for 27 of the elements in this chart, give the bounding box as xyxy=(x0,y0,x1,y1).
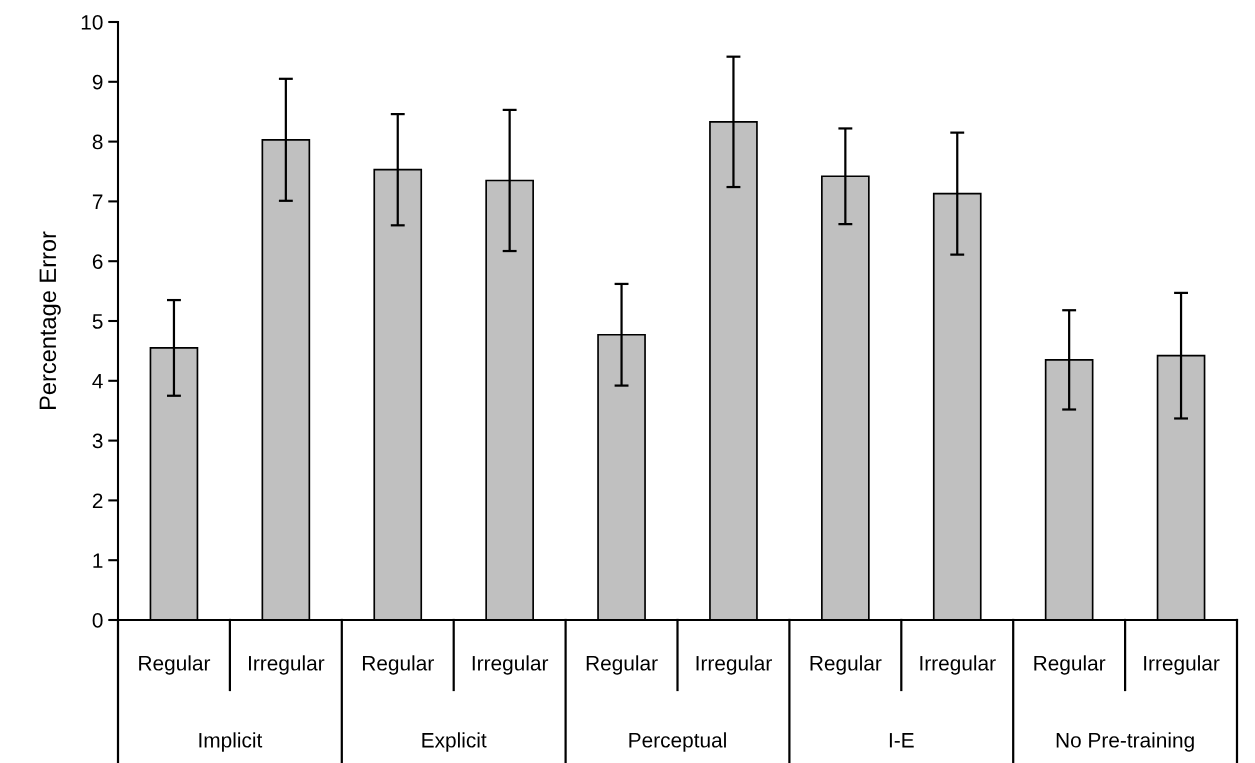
y-tick-label: 6 xyxy=(92,254,103,269)
x-tick-label: Irregular xyxy=(472,655,549,675)
x-tick-label: Regular xyxy=(362,655,434,675)
text: Perceptual xyxy=(629,732,726,752)
text: Implicit xyxy=(199,732,263,752)
y-tick-label: 8 xyxy=(92,134,103,150)
text: No Pre-training xyxy=(1056,732,1194,752)
x-tick-label: Irregular xyxy=(248,655,325,675)
x-tick-label: Regular xyxy=(810,655,882,675)
y-tick-label: 2 xyxy=(92,493,103,508)
y-tick-label: 7 xyxy=(92,194,103,209)
y-tick-label: 0 xyxy=(92,613,103,628)
x-tick-label: Regular xyxy=(139,655,211,675)
y-tick-label: 1 xyxy=(93,553,103,568)
x-tick-label: Regular xyxy=(1034,655,1106,675)
x-tick-label: Irregular xyxy=(920,655,996,675)
y-tick-label: 4 xyxy=(92,374,103,389)
text: Explicit xyxy=(422,732,487,752)
text: I-E xyxy=(889,733,914,748)
x-tick-label: Regular xyxy=(586,655,658,675)
y-tick-label: 10 xyxy=(81,15,103,30)
x-tick-label: Irregular xyxy=(1144,655,1220,675)
y-tick-label: 3 xyxy=(92,433,103,449)
y-axis-title: Percentage Error xyxy=(39,231,61,409)
x-tick-label: Irregular xyxy=(696,655,772,675)
y-tick-label: 5 xyxy=(92,314,103,329)
y-tick-label: 9 xyxy=(92,74,103,90)
